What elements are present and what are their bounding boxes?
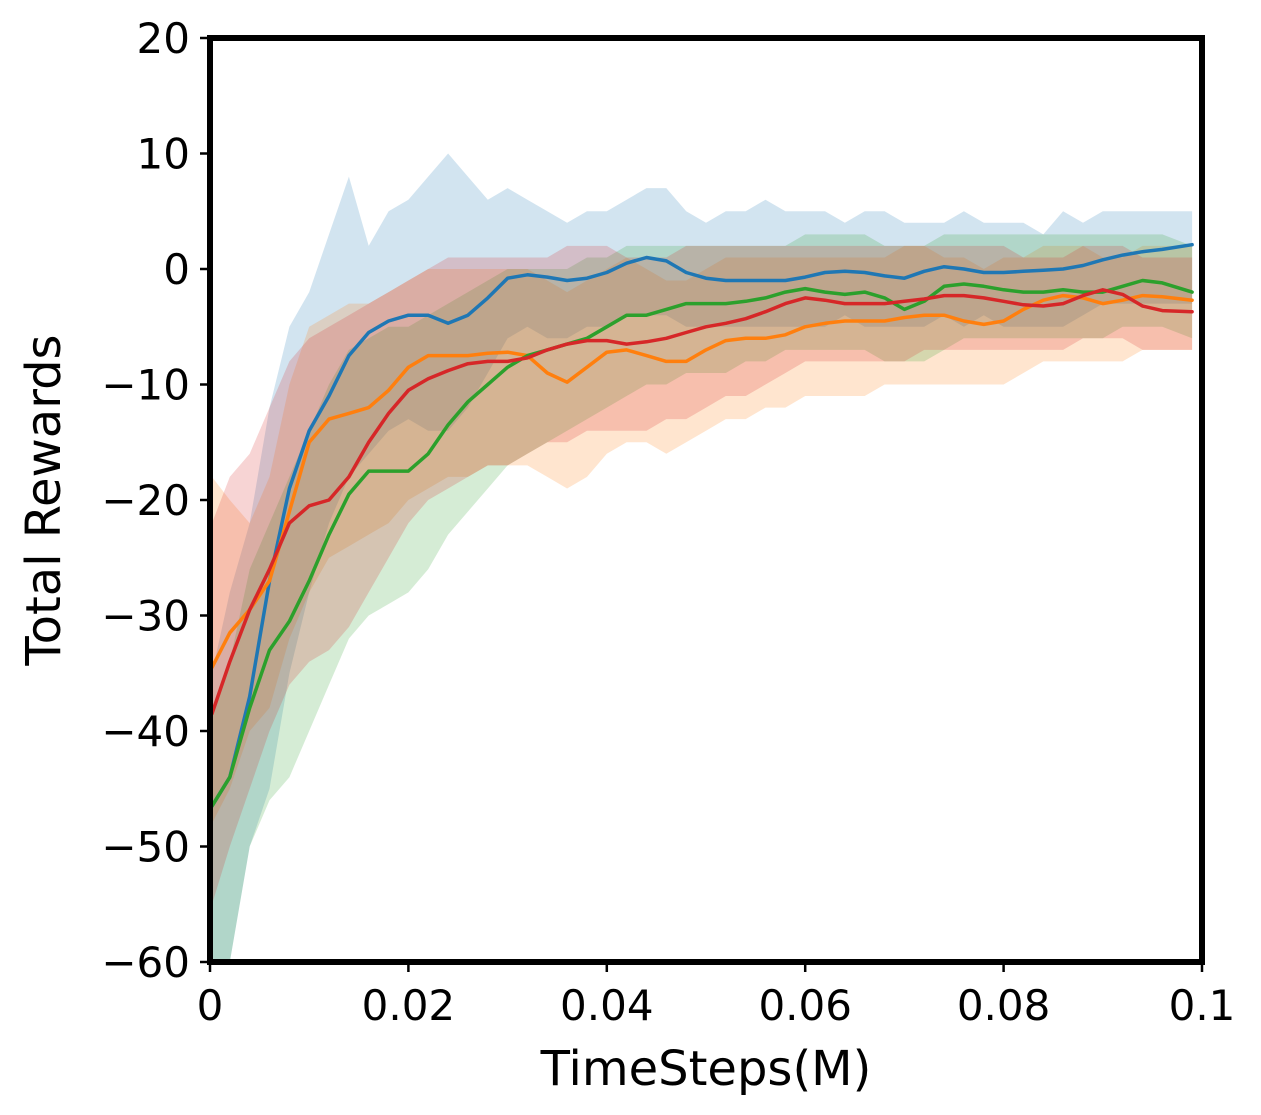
series-lines bbox=[210, 242, 1194, 808]
x-axis-label: TimeSteps(M) bbox=[540, 1041, 872, 1097]
series-2-band bbox=[212, 245, 1193, 824]
x-axis: 0 0.02 0.04 0.06 0.08 0.1 bbox=[197, 962, 1236, 1030]
x-tick-label: 0 bbox=[197, 981, 224, 1030]
y-tick-label: −60 bbox=[101, 938, 190, 987]
series-4-band bbox=[212, 245, 1193, 905]
y-axis-label: Total Rewards bbox=[16, 334, 72, 666]
y-tick-label: −50 bbox=[101, 823, 190, 872]
y-tick-label: −10 bbox=[101, 361, 190, 410]
series-1-line bbox=[210, 242, 1194, 808]
x-tick-label: 0.06 bbox=[758, 981, 852, 1030]
x-tick-label: 0.08 bbox=[957, 981, 1051, 1030]
confidence-bands bbox=[212, 153, 1193, 962]
series-3-line bbox=[210, 278, 1194, 808]
y-tick-label: 20 bbox=[137, 14, 190, 63]
y-axis: 20 10 0 −10 −20 −30 −40 −50 −60 bbox=[101, 14, 210, 987]
y-tick-label: −30 bbox=[101, 592, 190, 641]
y-tick-label: 10 bbox=[137, 130, 190, 179]
x-tick-label: 0.04 bbox=[560, 981, 654, 1030]
y-tick-label: −40 bbox=[101, 707, 190, 756]
y-tick-label: 0 bbox=[163, 245, 190, 294]
series-2-line bbox=[210, 293, 1194, 670]
x-tick-label: 0.02 bbox=[362, 981, 456, 1030]
y-tick-label: −20 bbox=[101, 476, 190, 525]
series-4-line bbox=[210, 288, 1194, 716]
x-tick-label: 0.1 bbox=[1169, 981, 1236, 1030]
